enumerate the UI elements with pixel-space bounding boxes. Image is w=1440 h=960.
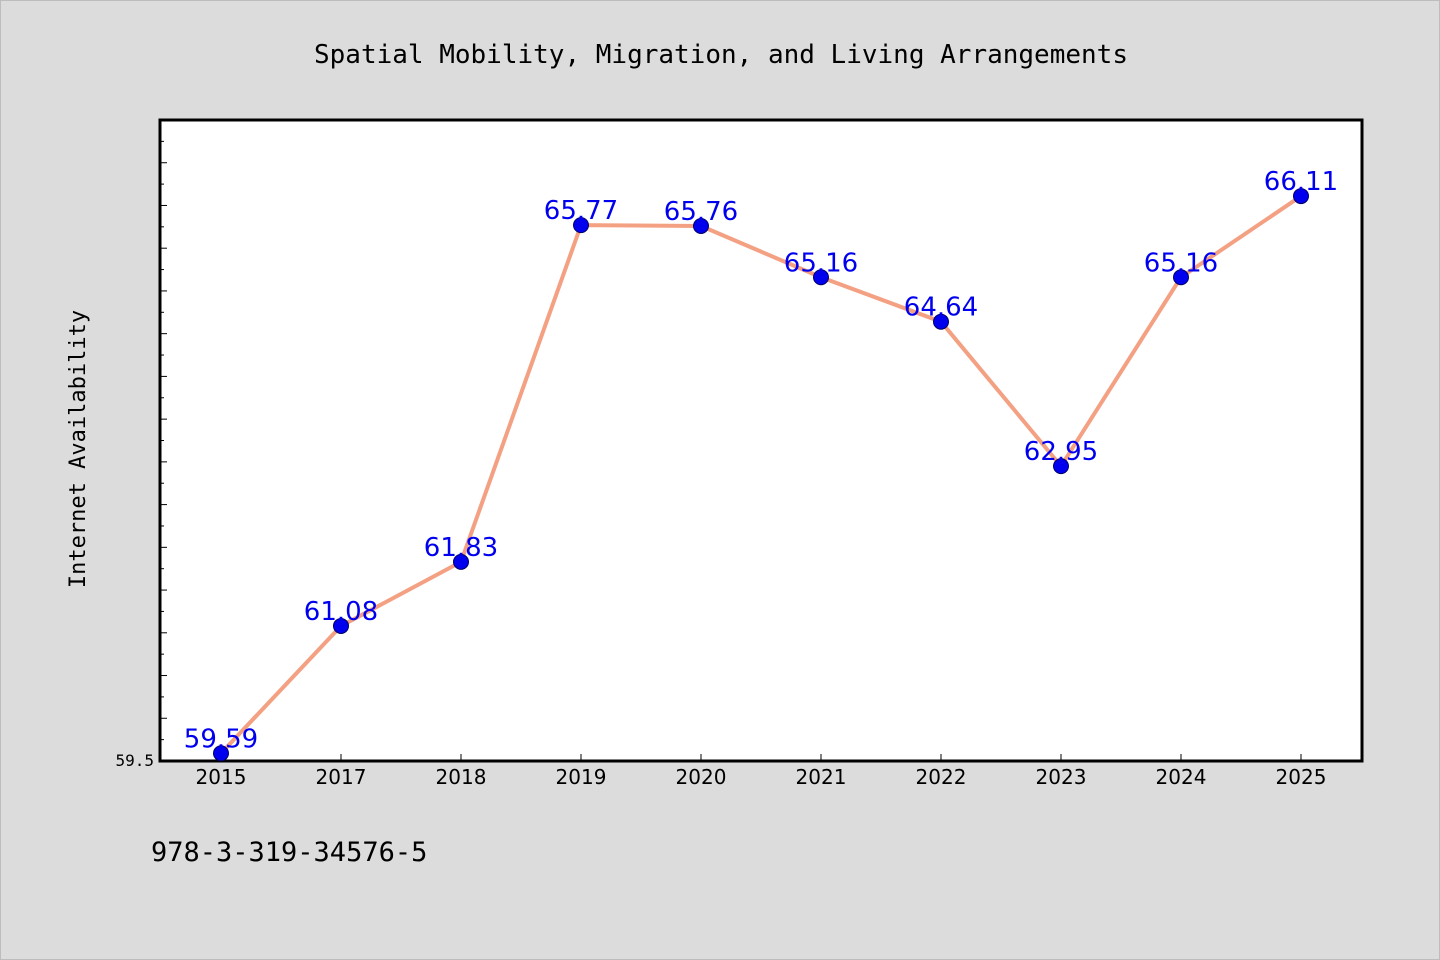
data-label-2023: 62.95 [1024,437,1098,467]
y-axis-tick-labels: 59.5 [115,751,154,770]
data-labels: 59.59 61.08 61.83 65.77 65.76 65.16 64.64 62.95… [184,167,1338,754]
data-label-2020: 65.76 [664,197,738,227]
data-label-2021: 65.16 [784,248,858,278]
data-point-2023 [1053,458,1069,475]
data-point-2020 [693,217,709,234]
x-axis-tick-labels: 2015 2017 2018 2019 2020 2021 2022 2023 2024 2025 [196,765,1327,789]
x-tick-label-2023: 2023 [1036,765,1087,789]
data-label-2025: 66.11 [1264,167,1338,197]
plot-area [158,118,1364,763]
x-tick-label-2020: 2020 [676,765,727,789]
y-tick-label-0: 59.5 [115,751,154,770]
data-point-2015 [213,745,229,762]
x-tick-label-2015: 2015 [196,765,247,789]
data-point-2018 [453,553,469,570]
data-label-2022: 64.64 [904,293,978,323]
data-markers [213,188,1309,762]
y-axis-label: Internet Availability [66,310,91,588]
data-label-2017: 61.08 [304,597,378,627]
data-point-2019 [573,217,589,234]
series-internet-availability [219,194,1303,756]
data-label-2018: 61.83 [424,533,498,563]
x-tick-label-2022: 2022 [916,765,967,789]
data-point-2022 [933,313,949,330]
data-point-2025 [1293,188,1309,205]
x-tick-label-2019: 2019 [556,765,607,789]
data-label-2024: 65.16 [1144,248,1218,278]
data-point-2021 [813,269,829,286]
series-line [219,194,1303,756]
x-tick-label-2021: 2021 [796,765,847,789]
data-point-2024 [1173,269,1189,286]
x-tick-label-2025: 2025 [1276,765,1327,789]
chart-title: Spatial Mobility, Migration, and Living … [314,40,1128,70]
x-tick-label-2017: 2017 [316,765,367,789]
data-label-2015: 59.59 [184,724,258,754]
data-label-2019: 65.77 [544,196,618,226]
data-point-2017 [333,617,349,634]
y-axis-ticks [160,140,167,762]
footer-code: 978-3-319-34576-5 [151,837,428,868]
x-tick-label-2024: 2024 [1156,765,1207,789]
x-tick-label-2018: 2018 [436,765,487,789]
